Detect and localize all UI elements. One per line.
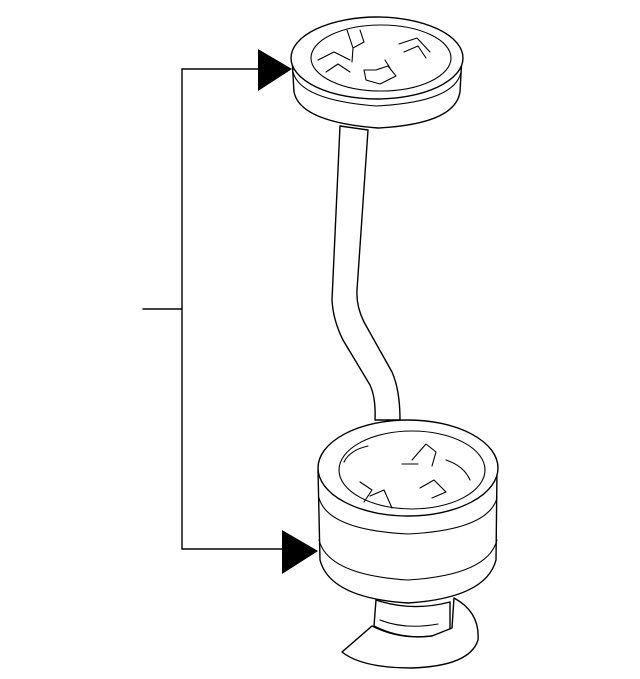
connecting-rod [331,125,401,421]
lower-housing-inner-details [343,443,471,509]
lower-housing [317,419,499,604]
leader-bracket [142,49,318,574]
arrow-bottom [282,530,318,574]
arrow-top [258,49,292,91]
upper-cap-inner-details [317,29,431,85]
upper-cap [290,16,464,129]
mounting-base [341,597,479,669]
